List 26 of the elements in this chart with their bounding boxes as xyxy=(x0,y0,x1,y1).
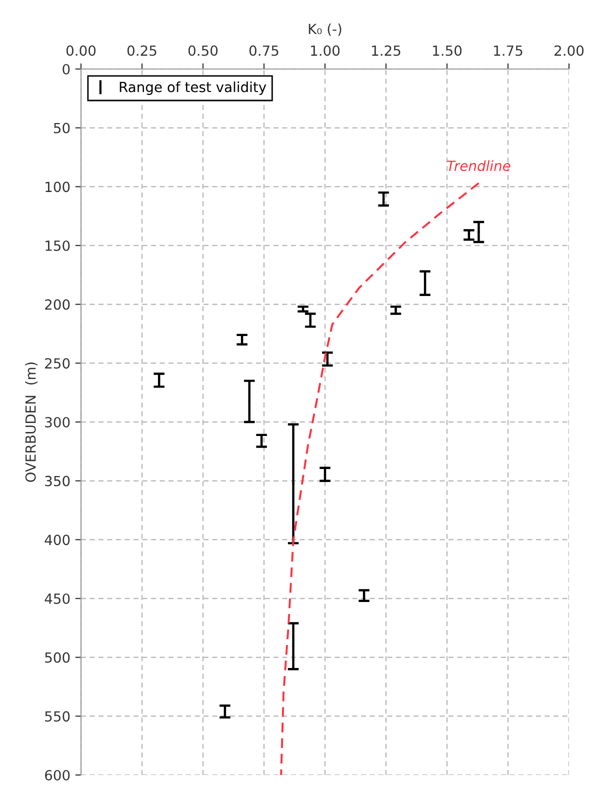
series-label: Trendline xyxy=(447,160,510,172)
y-tick-label: 50 xyxy=(54,122,70,134)
y-tick-label: 100 xyxy=(46,182,70,192)
y-axis-title: OVERBUDEN (m) xyxy=(25,362,38,482)
x-tick-label: 1.50 xyxy=(433,45,462,56)
y-tick-label: 250 xyxy=(45,358,70,369)
x-tick-label: 1.00 xyxy=(311,45,340,56)
legend-label: Range of test validity xyxy=(120,82,266,95)
x-tick-label: 1.75 xyxy=(494,46,522,56)
y-tick-label: 0 xyxy=(62,64,70,74)
y-tick-label: 300 xyxy=(45,416,70,428)
y-tick-label: 500 xyxy=(45,652,70,663)
y-tick-label: 400 xyxy=(44,534,70,546)
y-tick-label: 600 xyxy=(45,770,70,780)
x-tick-label: 0.75 xyxy=(249,45,278,56)
x-tick-label: 2.00 xyxy=(554,45,584,56)
y-tick-label: 150 xyxy=(46,240,70,251)
x-axis-title: K₀ (-) xyxy=(308,23,342,36)
x-tick-label: 0.50 xyxy=(188,45,218,56)
y-tick-label: 200 xyxy=(45,299,70,310)
y-tick-label: 550 xyxy=(45,711,70,722)
x-tick-label: 0.25 xyxy=(127,45,156,56)
y-tick-label: 350 xyxy=(45,476,70,486)
y-tick-label: 450 xyxy=(44,593,70,604)
x-tick-label: 0.00 xyxy=(66,45,96,56)
x-tick-label: 1.25 xyxy=(372,45,400,56)
